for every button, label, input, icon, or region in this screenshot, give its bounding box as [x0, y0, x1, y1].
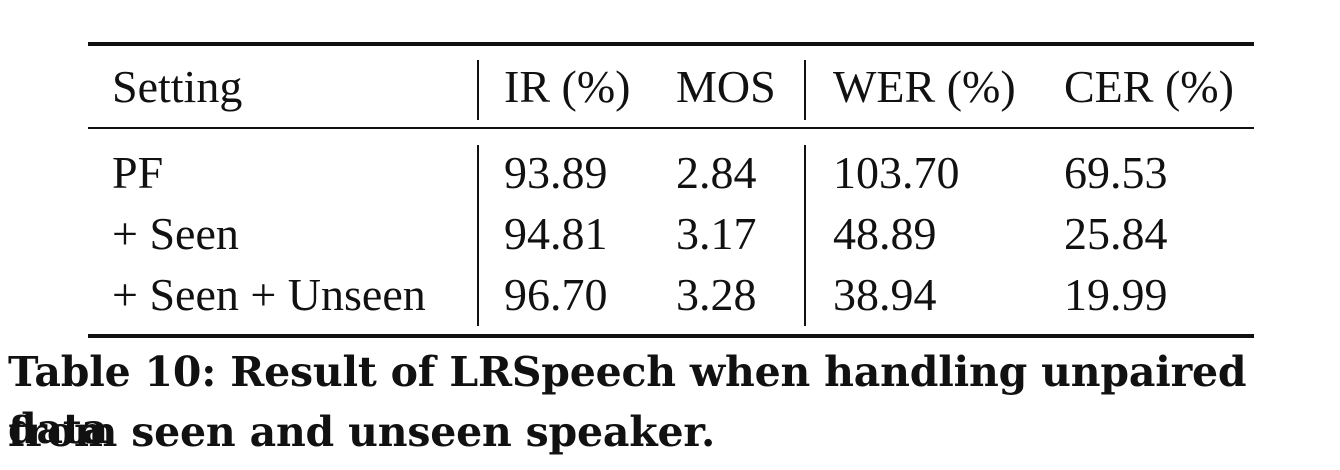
cell-wer: 38.94 [833, 269, 937, 320]
table-header-rule [88, 127, 1254, 129]
cell-wer: 103.70 [833, 147, 960, 198]
table-bottom-rule [88, 334, 1254, 338]
header-mos: MOS [676, 61, 776, 112]
cell-setting: + Seen [112, 208, 239, 259]
header-wer: WER (%) [833, 61, 1016, 112]
column-divider-mos-body [804, 145, 806, 326]
header-cer: CER (%) [1064, 61, 1234, 112]
column-divider-mos [804, 60, 806, 120]
header-ir: IR (%) [504, 61, 631, 112]
cell-setting: PF [112, 147, 164, 198]
column-divider-setting-body [477, 145, 479, 326]
cell-mos: 2.84 [676, 147, 757, 198]
cell-cer: 25.84 [1064, 208, 1168, 259]
cell-ir: 94.81 [504, 208, 608, 259]
table-top-rule [88, 42, 1254, 46]
cell-setting: + Seen + Unseen [112, 269, 426, 320]
cell-ir: 93.89 [504, 147, 608, 198]
column-divider-setting [477, 60, 479, 120]
header-setting: Setting [112, 61, 243, 112]
cell-mos: 3.17 [676, 208, 757, 259]
cell-cer: 69.53 [1064, 147, 1168, 198]
cell-ir: 96.70 [504, 269, 608, 320]
cell-wer: 48.89 [833, 208, 937, 259]
cell-cer: 19.99 [1064, 269, 1168, 320]
caption-line-2: from seen and unseen speaker. [8, 408, 716, 456]
caption-line-1: Table 10: Result of LRSpeech when handli… [8, 348, 1247, 453]
cell-mos: 3.28 [676, 269, 757, 320]
